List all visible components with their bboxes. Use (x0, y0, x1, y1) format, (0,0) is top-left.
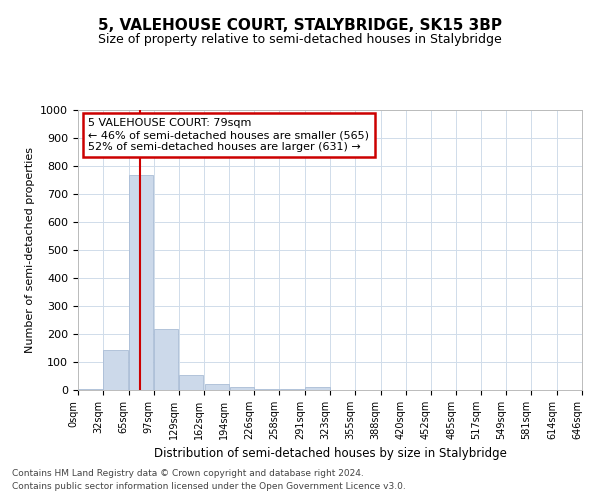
Bar (78, 388, 103, 390)
Bar (305, 386, 330, 390)
Bar (280, 389, 304, 390)
Text: Size of property relative to semi-detached houses in Stalybridge: Size of property relative to semi-detach… (98, 32, 502, 46)
X-axis label: Distribution of semi-detached houses by size in Stalybridge: Distribution of semi-detached houses by … (154, 448, 506, 460)
Bar (205, 384, 229, 390)
Bar (103, 350, 128, 390)
Bar (230, 386, 254, 390)
Y-axis label: Number of semi-detached properties: Number of semi-detached properties (25, 147, 35, 353)
Text: Contains public sector information licensed under the Open Government Licence v3: Contains public sector information licen… (12, 482, 406, 491)
Text: 5 VALEHOUSE COURT: 79sqm
← 46% of semi-detached houses are smaller (565)
52% of : 5 VALEHOUSE COURT: 79sqm ← 46% of semi-d… (88, 118, 369, 152)
Bar (179, 374, 203, 390)
Bar (254, 388, 279, 390)
Text: Contains HM Land Registry data © Crown copyright and database right 2024.: Contains HM Land Registry data © Crown c… (12, 468, 364, 477)
Bar (129, 175, 154, 390)
Text: 5, VALEHOUSE COURT, STALYBRIDGE, SK15 3BP: 5, VALEHOUSE COURT, STALYBRIDGE, SK15 3B… (98, 18, 502, 32)
Bar (154, 329, 178, 390)
